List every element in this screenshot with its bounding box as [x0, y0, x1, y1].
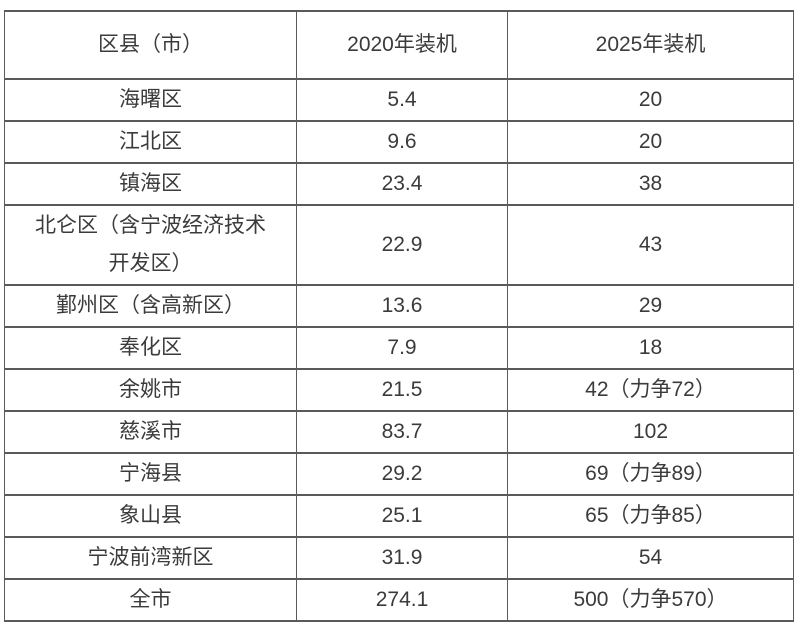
- header-row: 区县（市） 2020年装机 2025年装机: [4, 10, 794, 80]
- value-2020-cell: 83.7: [296, 410, 508, 454]
- value-2025-cell: 38: [507, 162, 794, 206]
- value-2025-cell: 65（力争85）: [507, 494, 794, 538]
- value-2020-cell: 274.1: [296, 578, 508, 622]
- district-cell: 奉化区: [4, 326, 297, 370]
- district-cell: 象山县: [4, 494, 297, 538]
- table-row: 宁海县 29.2 69（力争89）: [4, 452, 794, 496]
- district-cell: 宁海县: [4, 452, 297, 496]
- value-2020-cell: 5.4: [296, 78, 508, 122]
- value-2020-cell: 7.9: [296, 326, 508, 370]
- col-header-2025: 2025年装机: [507, 10, 794, 80]
- value-2025-cell: 69（力争89）: [507, 452, 794, 496]
- district-cell: 余姚市: [4, 368, 297, 412]
- table-row: 海曙区 5.4 20: [4, 78, 794, 122]
- value-2025-cell: 18: [507, 326, 794, 370]
- table-row: 象山县 25.1 65（力争85）: [4, 494, 794, 538]
- value-2025-cell: 29: [507, 284, 794, 328]
- value-2020-cell: 21.5: [296, 368, 508, 412]
- table-row: 余姚市 21.5 42（力争72）: [4, 368, 794, 412]
- col-header-district: 区县（市）: [4, 10, 297, 80]
- table-row: 奉化区 7.9 18: [4, 326, 794, 370]
- value-2025-cell: 20: [507, 78, 794, 122]
- district-cell: 宁波前湾新区: [4, 536, 297, 580]
- district-cell: 鄞州区（含高新区）: [4, 284, 297, 328]
- value-2025-cell: 54: [507, 536, 794, 580]
- table-row: 宁波前湾新区 31.9 54: [4, 536, 794, 580]
- value-2025-cell: 20: [507, 120, 794, 164]
- district-cell: 镇海区: [4, 162, 297, 206]
- value-2020-cell: 25.1: [296, 494, 508, 538]
- col-header-2020: 2020年装机: [296, 10, 508, 80]
- district-cell: 全市: [4, 578, 297, 622]
- value-2020-cell: 9.6: [296, 120, 508, 164]
- table-row: 鄞州区（含高新区） 13.6 29: [4, 284, 794, 328]
- installed-capacity-table-wrap: 区县（市） 2020年装机 2025年装机 海曙区 5.4 20 江北区 9.6…: [4, 10, 794, 622]
- district-cell: 海曙区: [4, 78, 297, 122]
- value-2020-cell: 29.2: [296, 452, 508, 496]
- table-row: 江北区 9.6 20: [4, 120, 794, 164]
- district-cell: 江北区: [4, 120, 297, 164]
- district-cell: 慈溪市: [4, 410, 297, 454]
- installed-capacity-table: 区县（市） 2020年装机 2025年装机 海曙区 5.4 20 江北区 9.6…: [4, 10, 794, 622]
- value-2020-cell: 13.6: [296, 284, 508, 328]
- value-2025-cell: 43: [507, 204, 794, 286]
- value-2020-cell: 31.9: [296, 536, 508, 580]
- table-row: 慈溪市 83.7 102: [4, 410, 794, 454]
- table-row-total: 全市 274.1 500（力争570）: [4, 578, 794, 622]
- table-row: 北仑区（含宁波经济技术开发区） 22.9 43: [4, 204, 794, 286]
- district-cell: 北仑区（含宁波经济技术开发区）: [4, 204, 297, 286]
- value-2020-cell: 22.9: [296, 204, 508, 286]
- value-2020-cell: 23.4: [296, 162, 508, 206]
- value-2025-cell: 102: [507, 410, 794, 454]
- table-row: 镇海区 23.4 38: [4, 162, 794, 206]
- value-2025-cell: 500（力争570）: [507, 578, 794, 622]
- value-2025-cell: 42（力争72）: [507, 368, 794, 412]
